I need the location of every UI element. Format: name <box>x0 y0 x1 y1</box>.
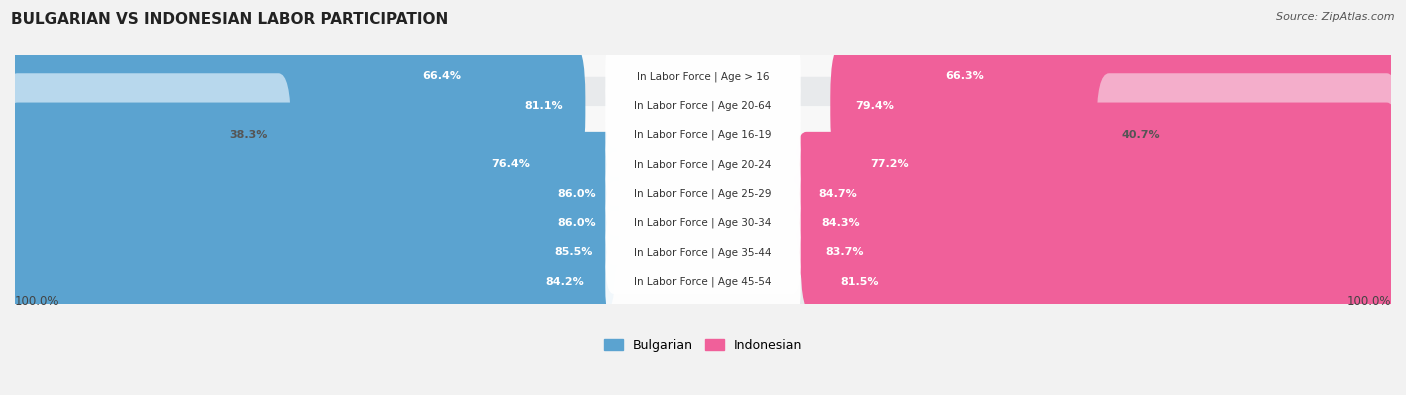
Text: 81.1%: 81.1% <box>524 101 562 111</box>
FancyBboxPatch shape <box>606 181 800 265</box>
FancyBboxPatch shape <box>1 47 1405 223</box>
FancyBboxPatch shape <box>797 161 1399 285</box>
Text: 79.4%: 79.4% <box>855 101 894 111</box>
Text: 77.2%: 77.2% <box>870 159 908 169</box>
FancyBboxPatch shape <box>921 15 1399 138</box>
Text: 100.0%: 100.0% <box>1347 295 1391 308</box>
FancyBboxPatch shape <box>606 35 800 118</box>
Text: In Labor Force | Age 16-19: In Labor Force | Age 16-19 <box>634 130 772 140</box>
FancyBboxPatch shape <box>1097 73 1399 197</box>
Text: 40.7%: 40.7% <box>1122 130 1160 140</box>
Text: 86.0%: 86.0% <box>558 218 596 228</box>
FancyBboxPatch shape <box>1 106 1405 281</box>
FancyBboxPatch shape <box>831 44 1399 167</box>
Text: 66.3%: 66.3% <box>945 71 984 81</box>
FancyBboxPatch shape <box>4 15 484 138</box>
FancyBboxPatch shape <box>1 77 1405 252</box>
FancyBboxPatch shape <box>815 220 1399 343</box>
Legend: Bulgarian, Indonesian: Bulgarian, Indonesian <box>603 339 803 352</box>
FancyBboxPatch shape <box>1 194 1405 369</box>
FancyBboxPatch shape <box>4 73 291 197</box>
Text: 84.2%: 84.2% <box>546 276 583 286</box>
FancyBboxPatch shape <box>1 0 1405 164</box>
FancyBboxPatch shape <box>4 190 616 314</box>
FancyBboxPatch shape <box>1 18 1405 194</box>
FancyBboxPatch shape <box>606 240 800 323</box>
Text: 84.7%: 84.7% <box>818 189 858 199</box>
Text: In Labor Force | Age 35-44: In Labor Force | Age 35-44 <box>634 247 772 258</box>
Text: 84.3%: 84.3% <box>821 218 860 228</box>
FancyBboxPatch shape <box>1 165 1405 340</box>
Text: 38.3%: 38.3% <box>229 130 269 140</box>
Text: In Labor Force | Age 30-34: In Labor Force | Age 30-34 <box>634 218 772 228</box>
FancyBboxPatch shape <box>606 123 800 206</box>
Text: In Labor Force | Age 45-54: In Labor Force | Age 45-54 <box>634 276 772 287</box>
Text: In Labor Force | Age 25-29: In Labor Force | Age 25-29 <box>634 188 772 199</box>
FancyBboxPatch shape <box>800 190 1399 314</box>
FancyBboxPatch shape <box>606 64 800 147</box>
Text: 76.4%: 76.4% <box>492 159 530 169</box>
Text: 100.0%: 100.0% <box>15 295 59 308</box>
Text: 66.4%: 66.4% <box>423 71 461 81</box>
FancyBboxPatch shape <box>4 220 606 343</box>
FancyBboxPatch shape <box>606 94 800 177</box>
Text: In Labor Force | Age 20-24: In Labor Force | Age 20-24 <box>634 159 772 169</box>
FancyBboxPatch shape <box>4 103 553 226</box>
FancyBboxPatch shape <box>4 132 619 256</box>
FancyBboxPatch shape <box>606 152 800 235</box>
FancyBboxPatch shape <box>606 211 800 294</box>
Text: 83.7%: 83.7% <box>825 247 863 257</box>
FancyBboxPatch shape <box>4 44 585 167</box>
Text: BULGARIAN VS INDONESIAN LABOR PARTICIPATION: BULGARIAN VS INDONESIAN LABOR PARTICIPAT… <box>11 12 449 27</box>
FancyBboxPatch shape <box>4 161 619 285</box>
Text: In Labor Force | Age > 16: In Labor Force | Age > 16 <box>637 71 769 82</box>
Text: In Labor Force | Age 20-64: In Labor Force | Age 20-64 <box>634 100 772 111</box>
Text: 81.5%: 81.5% <box>841 276 879 286</box>
Text: 85.5%: 85.5% <box>554 247 593 257</box>
FancyBboxPatch shape <box>1 135 1405 310</box>
FancyBboxPatch shape <box>794 132 1399 256</box>
Text: Source: ZipAtlas.com: Source: ZipAtlas.com <box>1277 12 1395 22</box>
Text: 86.0%: 86.0% <box>558 189 596 199</box>
FancyBboxPatch shape <box>845 103 1399 226</box>
